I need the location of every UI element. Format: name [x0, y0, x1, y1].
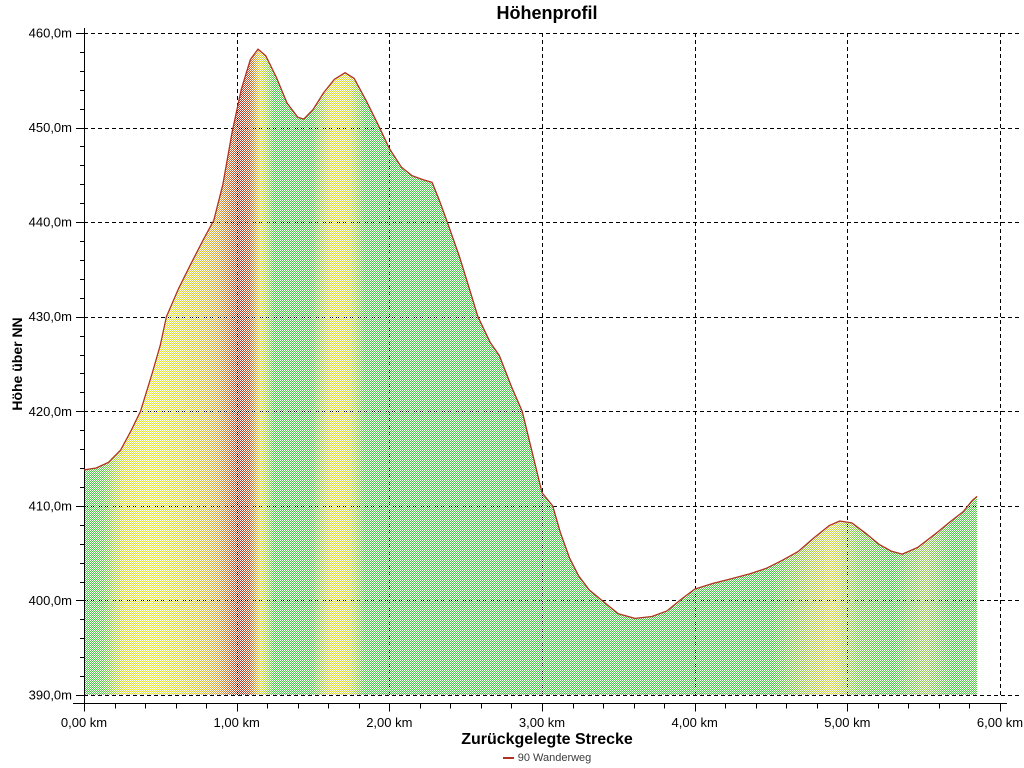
x-axis-title: Zurückgelegte Strecke	[461, 731, 633, 748]
x-tick-label: 0,00 km	[61, 715, 107, 730]
y-tick-label: 430,0m	[29, 309, 72, 324]
x-tick-label: 3,00 km	[519, 715, 565, 730]
y-tick-label: 420,0m	[29, 404, 72, 419]
x-tick-label: 1,00 km	[214, 715, 260, 730]
legend-series-marker	[502, 757, 514, 759]
y-tick-label: 410,0m	[29, 498, 72, 513]
legend-series-label: 90 Wanderweg	[517, 752, 592, 764]
x-tick-label: 2,00 km	[366, 715, 412, 730]
y-tick-label: 390,0m	[29, 688, 72, 703]
chart-title: Höhenprofil	[496, 3, 598, 23]
axes	[73, 28, 1007, 712]
x-tick-label: 4,00 km	[672, 715, 718, 730]
y-tick-label: 460,0m	[29, 26, 72, 41]
tick-labels: 460,0m 450,0m 440,0m 430,0m 420,0m 410,0m 400,…	[29, 26, 1024, 731]
y-tick-label: 400,0m	[29, 593, 72, 608]
profile-line	[83, 48, 978, 620]
legend: 90 Wanderweg	[70, 752, 1024, 764]
x-tick-label: 6,00 km	[977, 715, 1023, 730]
x-tick-label: 5,00 km	[824, 715, 870, 730]
y-tick-label: 440,0m	[29, 215, 72, 230]
y-axis-title: Höhe über NN	[9, 317, 25, 411]
y-tick-label: 450,0m	[29, 120, 72, 135]
